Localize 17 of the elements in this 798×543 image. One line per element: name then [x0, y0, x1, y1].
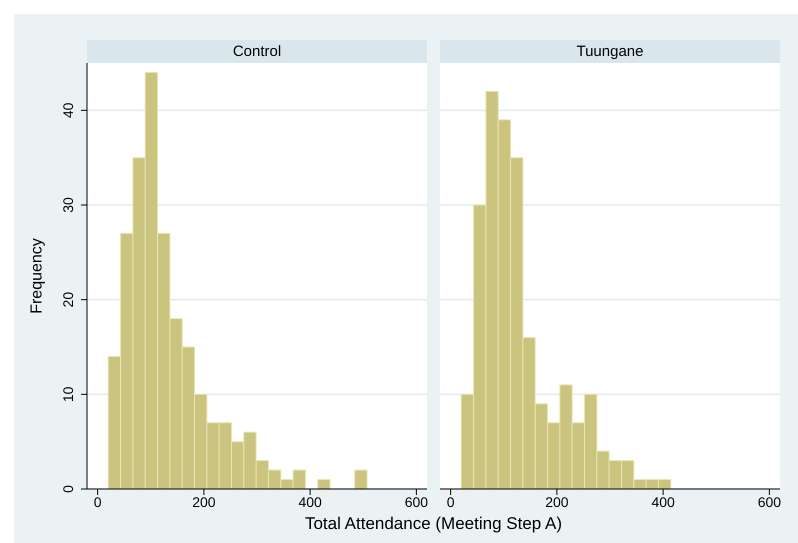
x-tick-label: 400 [651, 494, 676, 510]
x-tick-label: 600 [404, 494, 428, 510]
x-tick-label: 0 [94, 494, 102, 510]
chart-title: Control [87, 40, 427, 63]
x-tick-label: 200 [545, 494, 569, 510]
x-tick-label: 400 [298, 494, 322, 510]
y-tick-label: 0 [60, 484, 76, 493]
x-axis-title: Total Attendance (Meeting Step A) [304, 514, 564, 534]
y-tick-label: 30 [60, 197, 76, 213]
chart-title: Tuungane [440, 40, 780, 63]
x-tick-label: 600 [758, 494, 782, 510]
y-tick-label: 20 [60, 292, 76, 308]
x-tick-label: 200 [192, 494, 216, 510]
y-tick-label: 40 [60, 102, 76, 118]
x-tick-label: 0 [446, 494, 455, 510]
y-tick-label: 10 [60, 386, 76, 402]
y-axis-title: Frequency [28, 238, 46, 314]
